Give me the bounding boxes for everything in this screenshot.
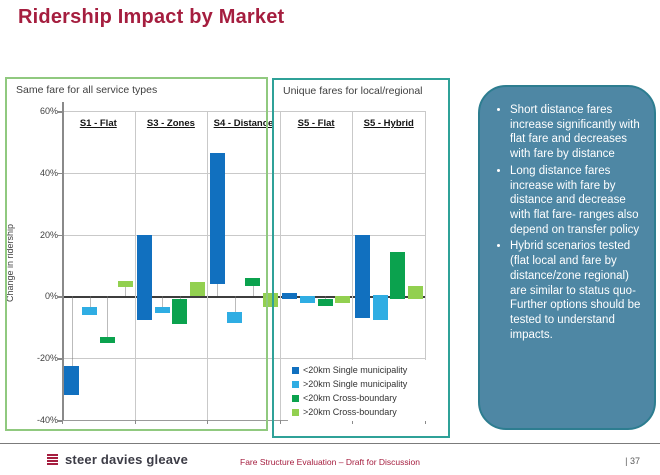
legend-item: >20km Cross-boundary <box>292 405 450 419</box>
chart-legend: <20km Single municipality >20km Single mu… <box>288 360 454 421</box>
range-connector <box>234 296 236 312</box>
x-tick-mark <box>279 420 281 424</box>
range-connector <box>89 296 91 308</box>
y-axis-title: Change in ridership <box>5 223 15 303</box>
y-tick-label: -40% <box>36 415 58 425</box>
bar <box>154 307 170 314</box>
bar <box>317 299 333 306</box>
zero-axis-line <box>62 296 425 298</box>
range-connector <box>252 285 254 297</box>
legend-label: >20km Single municipality <box>303 379 408 389</box>
y-gridline <box>62 172 425 174</box>
note-bullet: Long distance fares increase with fare b… <box>510 164 648 238</box>
x-tick-mark <box>352 420 354 424</box>
bar <box>137 234 152 320</box>
logo-bars-icon <box>47 453 58 466</box>
y-axis-line <box>62 102 64 420</box>
legend-label: <20km Cross-boundary <box>303 393 397 403</box>
bar <box>299 296 315 303</box>
y-tick-mark <box>58 111 62 113</box>
footer-title: Fare Structure Evaluation – Draft for Di… <box>240 457 420 467</box>
legend-item: <20km Single municipality <box>292 363 450 377</box>
bar <box>407 285 423 300</box>
category-label: S1 - Flat <box>79 118 117 129</box>
x-tick-mark <box>134 420 136 424</box>
bar <box>172 299 188 325</box>
bar <box>262 293 278 308</box>
category-label: S5 - Hybrid <box>363 118 414 129</box>
logo-text: steer davies gleave <box>65 452 189 467</box>
cluster-gridline <box>352 111 354 420</box>
notes-list: Short distance fares increase significan… <box>486 103 648 343</box>
slide-title: Ridership Impact by Market <box>18 6 285 28</box>
range-connector <box>179 296 181 300</box>
y-gridline <box>62 358 425 360</box>
bar <box>82 307 98 315</box>
note-bullet: Short distance fares increase significan… <box>510 103 648 162</box>
bar <box>227 311 243 323</box>
legend-label: >20km Cross-boundary <box>303 407 397 417</box>
x-tick-mark <box>425 420 426 424</box>
legend-item: >20km Single municipality <box>292 377 450 391</box>
y-tick-mark <box>58 420 62 422</box>
bar <box>390 251 406 300</box>
y-tick-label: -20% <box>36 353 58 364</box>
cluster-gridline <box>279 111 281 420</box>
y-tick-label: 20% <box>39 229 58 240</box>
bar <box>335 296 351 303</box>
bar <box>372 294 388 320</box>
note-bullet: Hybrid scenarios tested (flat local and … <box>510 239 648 342</box>
category-label: S4 - Distance <box>213 118 274 129</box>
range-connector <box>325 296 327 300</box>
footer-divider <box>0 443 660 444</box>
y-tick-label: 40% <box>39 167 58 178</box>
cluster-gridline <box>425 111 426 420</box>
y-tick-label: 0% <box>44 291 58 302</box>
range-connector <box>71 296 73 366</box>
bar <box>190 282 206 297</box>
bar <box>117 280 133 288</box>
notes-panel: Short distance fares increase significan… <box>478 85 656 430</box>
bar <box>209 152 225 285</box>
y-tick-mark <box>58 234 62 237</box>
bar <box>64 365 80 396</box>
y-gridline <box>62 234 425 236</box>
legend-label: <20km Single municipality <box>303 365 408 375</box>
range-connector <box>125 287 126 297</box>
x-tick-mark <box>62 420 63 424</box>
y-tick-mark <box>58 172 62 175</box>
y-tick-mark <box>58 358 62 360</box>
legend-item: <20km Cross-boundary <box>292 391 450 405</box>
bar <box>354 234 370 319</box>
y-gridline <box>62 111 425 112</box>
bar <box>245 277 260 286</box>
legend-swatch-icon <box>292 366 299 374</box>
bar <box>282 293 298 300</box>
bar <box>99 336 115 343</box>
company-logo: steer davies gleave <box>47 452 188 467</box>
legend-swatch-icon <box>292 394 299 402</box>
y-gridline <box>62 420 425 421</box>
category-label: S3 - Zones <box>146 118 195 129</box>
cluster-gridline <box>207 111 209 420</box>
y-tick-mark <box>58 296 62 298</box>
y-tick-label: 60% <box>39 106 58 116</box>
legend-swatch-icon <box>292 380 299 388</box>
cluster-gridline <box>134 111 136 420</box>
range-connector <box>217 284 219 297</box>
range-connector <box>107 296 109 337</box>
legend-swatch-icon <box>292 408 299 416</box>
range-connector <box>162 296 164 308</box>
x-tick-mark <box>207 420 209 424</box>
page-number: | 37 <box>625 456 640 466</box>
category-label: S5 - Flat <box>297 118 335 129</box>
